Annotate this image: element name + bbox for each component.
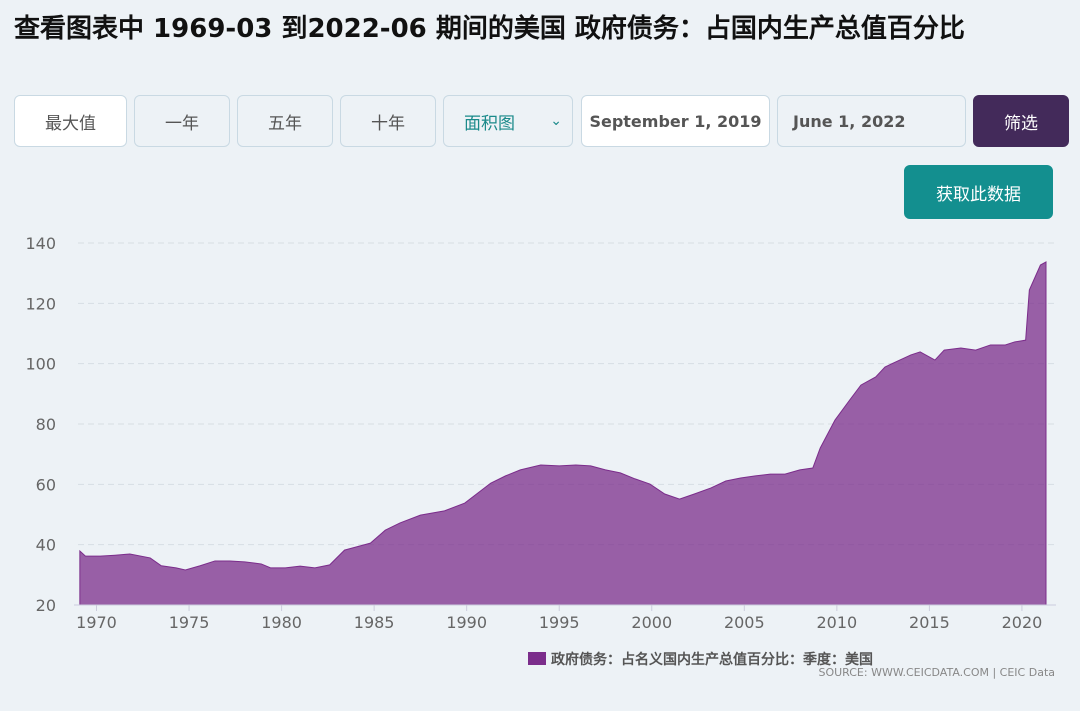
end-date-input[interactable]: June 1, 2022 [777,95,966,147]
filter-button[interactable]: 筛选 [973,95,1069,147]
x-tick-label: 2005 [724,613,765,632]
select-arrow: ⌄ [550,113,562,129]
legend-label: 政府债务：占名义国内生产总值百分比：季度：美国 [551,651,873,668]
legend-swatch [528,652,546,665]
y-tick-label: 40 [36,536,56,555]
start-date-input[interactable]: September 1, 2019 [581,95,770,147]
y-tick-label: 20 [36,596,56,615]
chart-type-select[interactable]: 面积图 ⌄ [443,95,573,147]
x-tick-label: 2000 [631,613,672,632]
range-button[interactable]: 十年 [340,95,436,147]
y-tick-label: 80 [36,415,56,434]
y-tick-label: 60 [36,475,56,494]
download-button[interactable]: 获取此数据 [904,165,1053,219]
area [79,261,1047,606]
range-button[interactable]: 最大值 [14,95,127,147]
x-tick-label: 1990 [446,613,487,632]
y-tick-label: 100 [25,355,56,374]
y-tick-label: 140 [25,234,56,253]
x-tick-label: 1970 [76,613,117,632]
y-tick-label: 120 [25,294,56,313]
range-button[interactable]: 五年 [237,95,333,147]
range-button[interactable]: 一年 [134,95,230,147]
x-tick-label: 1995 [539,613,580,632]
x-tick-label: 2010 [816,613,857,632]
source-note: SOURCE: WWW.CEICDATA.COM | CEIC Data [818,666,1055,679]
x-tick-label: 1980 [261,613,302,632]
x-tick-label: 2015 [909,613,950,632]
select-value: 面积图 [464,113,515,134]
x-tick-label: 1985 [354,613,395,632]
x-tick-label: 1975 [169,613,210,632]
x-tick-label: 2020 [1002,613,1043,632]
page-title: 查看图表中 1969-03 到2022-06 期间的美国 政府债务：占国内生产总… [14,14,965,44]
